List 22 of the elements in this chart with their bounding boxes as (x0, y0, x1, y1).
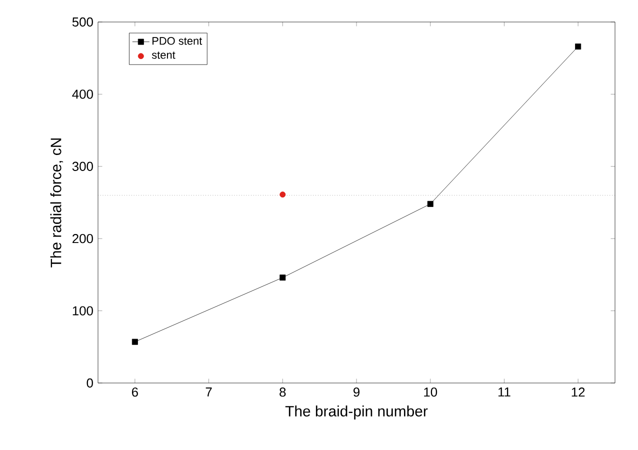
point (575, 44, 582, 50)
x-axis-title: The braid-pin number (285, 406, 428, 420)
point (132, 338, 138, 345)
y-tick-label: 300 (72, 162, 93, 171)
y-tick-label: 200 (72, 234, 93, 244)
x-tick-label: 10 (424, 388, 438, 397)
y-tick-label: 400 (72, 90, 93, 99)
y-tick-label: 500 (72, 17, 93, 27)
x-tick-label: 11 (498, 388, 510, 396)
point (427, 200, 434, 207)
x-tick-label: 8 (280, 388, 286, 397)
x-tick-label: 6 (132, 388, 138, 397)
x-tick-label: 7 (206, 388, 212, 396)
point (280, 274, 286, 281)
y-tick-label: 100 (72, 306, 93, 316)
point (280, 192, 286, 198)
y-axis-title: The radial force, cN (50, 138, 64, 268)
y-tick-label: 0 (86, 378, 93, 388)
legend-label: PDO stent (152, 37, 202, 45)
x-tick-label: 12 (572, 388, 585, 397)
x-tick-label: 9 (354, 388, 360, 397)
legend-label: stent (152, 52, 176, 59)
